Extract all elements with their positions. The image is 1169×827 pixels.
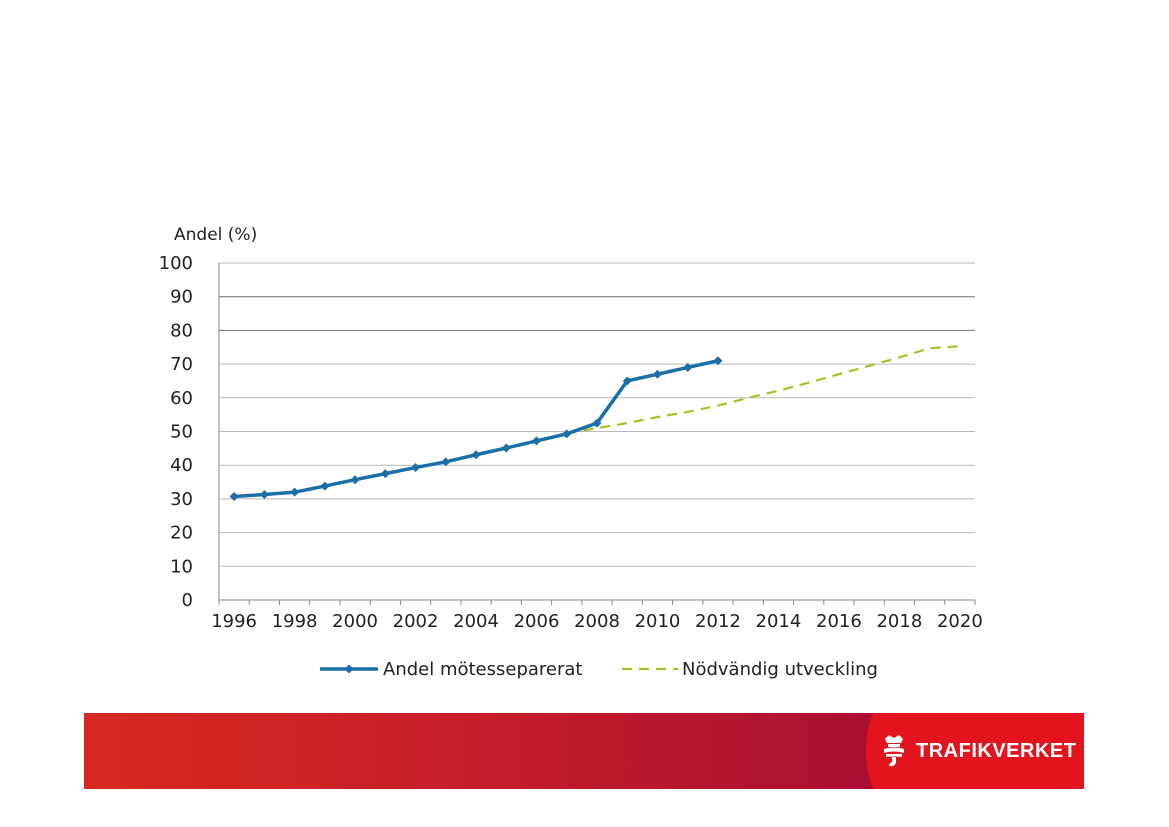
x-tick-label: 2000 xyxy=(332,611,378,632)
x-tick-labels: 1996 1998 2000 2002 2004 2006 2008 2010 2012 2014… xyxy=(211,611,983,632)
x-tick-label: 2018 xyxy=(876,611,922,632)
legend-label-nodvandig-utveckling: Nödvändig utveckling xyxy=(682,659,878,680)
x-tick-label: 2020 xyxy=(937,611,983,632)
footer-bar: TRAFIKVERKET xyxy=(84,713,1084,789)
y-tick-label: 100 xyxy=(159,253,193,274)
data-point xyxy=(501,443,511,453)
legend: Andel mötesseparerat Nödvändig utveckling xyxy=(320,659,878,680)
x-tick-label: 2010 xyxy=(635,611,681,632)
data-point xyxy=(592,418,602,428)
data-point xyxy=(622,376,632,386)
crown-icon xyxy=(884,735,904,767)
y-axis-title: Andel (%) xyxy=(174,225,257,245)
y-tick-label: 40 xyxy=(170,455,193,476)
x-tick-label: 1996 xyxy=(211,611,257,632)
data-point xyxy=(471,450,481,460)
data-point xyxy=(350,475,360,485)
legend-label-andel-motesseparerat: Andel mötesseparerat xyxy=(383,659,582,680)
brand-name: TRAFIKVERKET xyxy=(916,739,1077,762)
y-tick-labels: 0 10 20 30 40 50 60 70 80 90 100 xyxy=(159,253,193,611)
data-point xyxy=(652,369,662,379)
axes xyxy=(218,263,976,605)
y-tick-label: 70 xyxy=(170,354,193,375)
data-point xyxy=(411,463,421,473)
trafikverket-logo: TRAFIKVERKET xyxy=(880,729,1076,773)
data-point xyxy=(713,356,723,366)
data-point xyxy=(562,429,572,439)
x-tick-label: 2016 xyxy=(816,611,862,632)
x-tick-label: 2014 xyxy=(756,611,802,632)
x-tick-label: 2012 xyxy=(695,611,741,632)
x-tick-label: 2006 xyxy=(514,611,560,632)
series-line-andel-motesseparerat xyxy=(234,359,719,499)
x-tick-label: 1998 xyxy=(272,611,318,632)
y-tick-label: 0 xyxy=(182,590,193,611)
series-line-nodvandig-utveckling xyxy=(566,345,960,435)
data-point xyxy=(441,457,451,467)
series xyxy=(229,345,960,502)
y-tick-label: 10 xyxy=(170,556,193,577)
data-point xyxy=(290,487,300,497)
data-point xyxy=(229,492,239,502)
grid-lines xyxy=(219,262,975,567)
y-tick-label: 80 xyxy=(170,320,193,341)
data-point xyxy=(259,490,269,500)
data-point xyxy=(532,436,542,446)
y-tick-label: 30 xyxy=(170,489,193,510)
y-tick-label: 90 xyxy=(170,287,193,308)
y-tick-label: 60 xyxy=(170,388,193,409)
legend-marker xyxy=(344,664,354,674)
x-tick-label: 2008 xyxy=(574,611,620,632)
x-tick-label: 2004 xyxy=(453,611,499,632)
data-point xyxy=(320,481,330,491)
data-point xyxy=(380,469,390,479)
data-point xyxy=(683,362,693,372)
x-tick-label: 2002 xyxy=(393,611,439,632)
y-tick-label: 20 xyxy=(170,523,193,544)
y-tick-label: 50 xyxy=(170,422,193,443)
